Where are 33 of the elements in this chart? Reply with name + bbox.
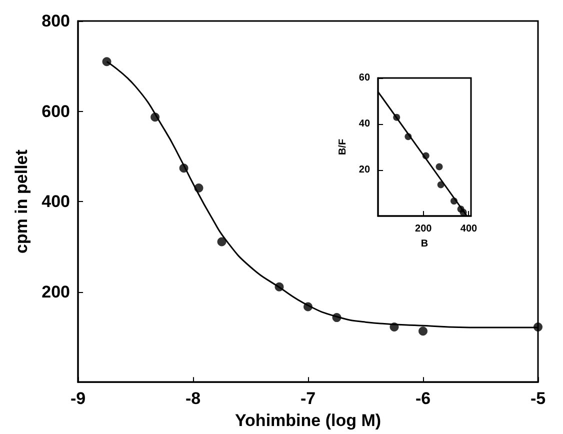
point	[217, 237, 226, 246]
y-axis-title: cpm in pellet	[12, 149, 31, 254]
point	[418, 326, 428, 336]
x-axis-title: Yohimbine (log M)	[234, 411, 382, 430]
x-tick-label: -5	[530, 389, 546, 408]
x-tick-label: -8	[185, 389, 201, 408]
point	[179, 164, 188, 173]
point	[194, 184, 204, 193]
point	[534, 322, 542, 332]
y-tick-label: 800	[42, 12, 70, 30]
x-tick-label: -6	[415, 389, 431, 408]
x-tick-label: -9	[70, 389, 86, 408]
y-tick-label: 400	[42, 192, 70, 212]
x-tick-label: -7	[300, 389, 316, 408]
point	[274, 282, 284, 292]
y-tick-label: 20	[358, 164, 370, 176]
point	[393, 114, 400, 121]
y-tick-label: 600	[42, 102, 70, 121]
y-axis-title: B/F	[338, 138, 348, 156]
point	[390, 322, 399, 332]
point	[150, 112, 160, 122]
point	[304, 302, 312, 312]
x-axis-title: B	[420, 238, 428, 250]
point	[436, 163, 443, 170]
y-tick-label: 60	[358, 72, 370, 84]
point	[332, 313, 342, 322]
point	[102, 57, 112, 66]
y-tick-label: 200	[42, 282, 70, 302]
point	[450, 198, 458, 205]
point	[437, 181, 444, 188]
point	[404, 133, 412, 140]
point	[422, 152, 430, 160]
y-tick-label: 40	[358, 118, 370, 130]
